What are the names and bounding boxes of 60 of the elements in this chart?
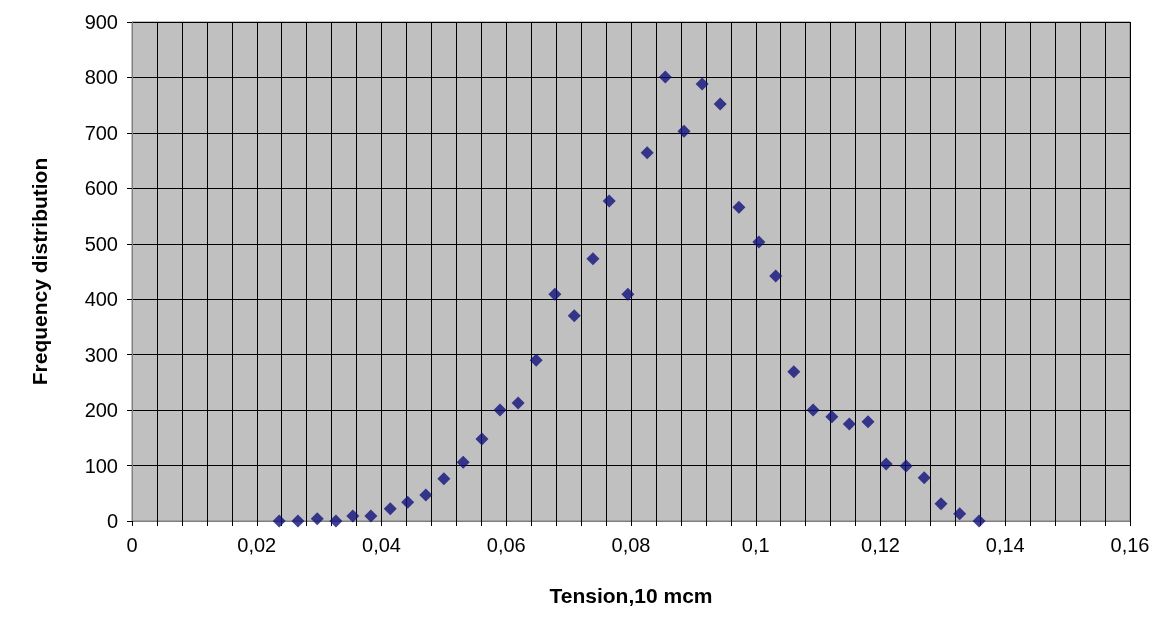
point [806, 403, 820, 417]
point [456, 455, 470, 469]
x-axis-title: Tension,10 mcm [549, 584, 713, 607]
x-tick-label: 0,12 [861, 534, 900, 556]
point [419, 488, 433, 502]
point [383, 502, 397, 516]
point [752, 235, 766, 249]
y-tick-label: 400 [84, 288, 118, 311]
point [787, 365, 801, 379]
point [529, 353, 543, 367]
point [272, 514, 286, 528]
y-axis-title: Frequency distribution [28, 157, 51, 386]
point [602, 194, 616, 208]
y-tick-label: 200 [84, 399, 118, 422]
y-tick-label: 900 [84, 11, 118, 33]
point [364, 509, 378, 523]
x-tick-label: 0,08 [611, 534, 651, 556]
point [953, 507, 967, 521]
y-tick-label: 800 [84, 66, 118, 89]
point [769, 269, 783, 283]
x-tick-label: 0,14 [985, 534, 1025, 556]
x-tick-label: 0,04 [362, 534, 401, 556]
point [493, 403, 507, 417]
x-tick-label: 0,1 [741, 534, 770, 556]
point [695, 77, 709, 91]
point [842, 417, 856, 431]
x-tick-label: 0 [126, 534, 138, 556]
y-tick-label: 0 [106, 510, 118, 532]
point [586, 252, 600, 266]
point [713, 97, 727, 111]
point [291, 514, 305, 528]
point [640, 146, 654, 160]
point [329, 514, 343, 528]
point [310, 512, 324, 526]
point [934, 497, 948, 511]
point [567, 309, 581, 323]
point [475, 432, 489, 446]
y-tick-label: 100 [84, 454, 118, 477]
point [401, 495, 415, 509]
point [621, 287, 635, 301]
x-tick-label: 0,16 [1110, 534, 1150, 556]
point [825, 410, 839, 424]
point [437, 472, 451, 486]
y-tick-label: 600 [84, 177, 118, 200]
point [658, 70, 672, 84]
point [548, 287, 562, 301]
point [861, 415, 875, 429]
point [346, 509, 360, 523]
x-tick-label: 0,02 [237, 534, 277, 556]
point [732, 200, 746, 214]
x-tick-label: 0,06 [486, 534, 526, 556]
point [972, 514, 986, 528]
y-tick-label: 500 [84, 232, 118, 255]
point [879, 457, 893, 471]
point [899, 459, 913, 473]
point [917, 471, 931, 485]
point [677, 124, 691, 138]
y-tick-label: 700 [84, 121, 118, 144]
y-tick-label: 300 [84, 343, 118, 366]
point [511, 396, 525, 410]
